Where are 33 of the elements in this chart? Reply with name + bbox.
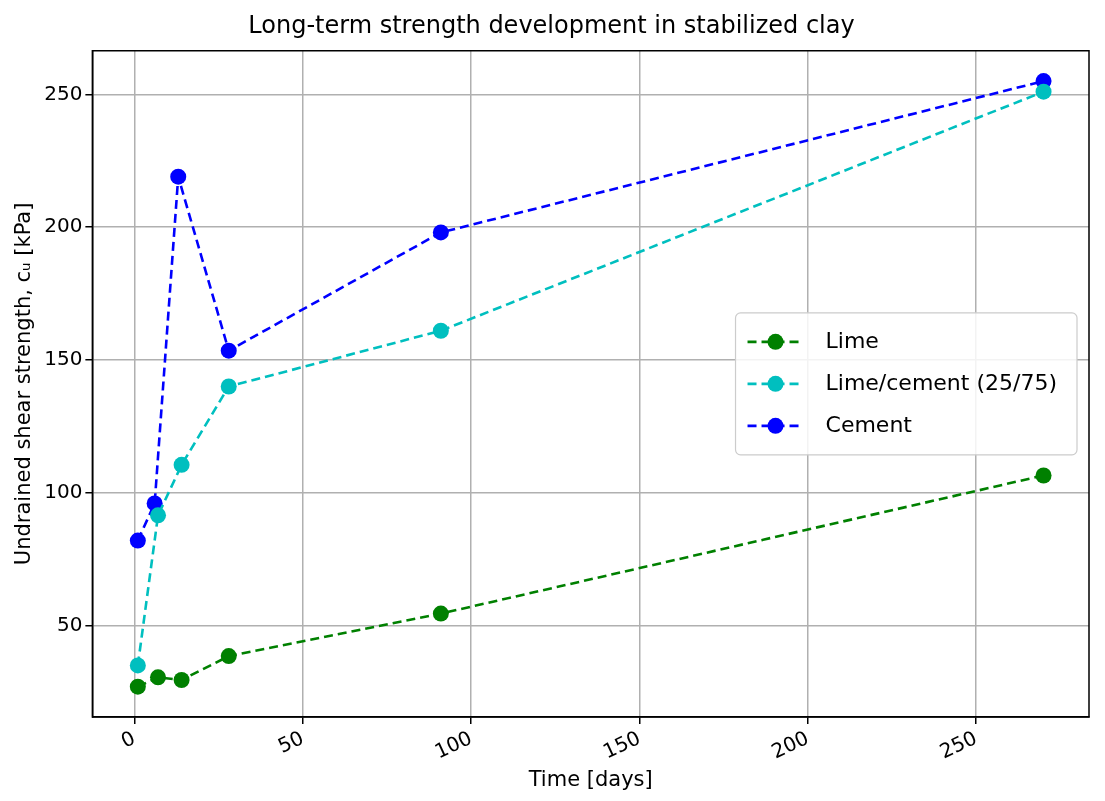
chart-title: Long-term strength development in stabilized clay (248, 10, 855, 39)
y-tick-label: 150 (44, 346, 83, 371)
point (432, 224, 449, 241)
x-tick-label: 50 (273, 725, 308, 758)
point (129, 532, 146, 549)
legend-label: Cement (825, 411, 913, 437)
y-axis-title: Undrained shear strength, cᵤ [kPa] (11, 202, 36, 566)
point (432, 322, 449, 339)
point (432, 605, 449, 622)
point (1035, 467, 1052, 484)
point (173, 672, 190, 688)
point (1035, 83, 1052, 100)
point (220, 342, 237, 359)
point (150, 507, 167, 524)
point (129, 678, 146, 695)
y-tick-label: 100 (44, 478, 83, 503)
x-tick-label: 150 (599, 725, 644, 764)
legend-label: Lime/cement (25/75) (825, 369, 1058, 395)
point (220, 378, 237, 395)
point (150, 669, 167, 686)
point (173, 456, 190, 473)
x-tick-label: 200 (767, 725, 813, 764)
x-tick-label: 250 (935, 725, 981, 764)
point (170, 168, 187, 185)
x-tick-label: 0 (117, 725, 139, 753)
x-axis-title: Time [days] (527, 766, 653, 791)
point (129, 657, 146, 674)
y-tick-label: 250 (44, 80, 83, 105)
point (220, 648, 237, 665)
y-tick-label: 200 (44, 213, 83, 238)
legend-label: Lime (825, 327, 879, 353)
x-tick-label: 100 (430, 725, 476, 764)
y-tick-label: 50 (56, 611, 83, 636)
